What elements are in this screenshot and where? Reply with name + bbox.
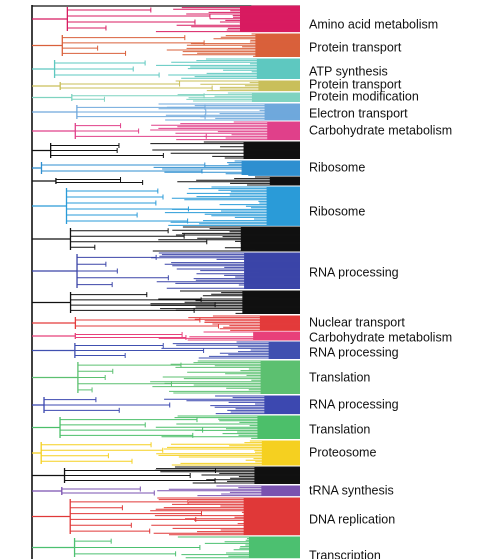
cluster-label: Transcription: [309, 548, 381, 559]
cluster-label: DNA replication: [309, 512, 395, 526]
cluster-label: Electron transport: [309, 106, 408, 120]
leaf-block: [261, 441, 300, 465]
cluster-label: Ribosome: [309, 204, 365, 218]
cluster: [32, 186, 300, 226]
cluster: [32, 360, 300, 394]
cluster-label: ATP synthesis: [309, 64, 388, 78]
cluster: [32, 331, 300, 341]
cluster: [32, 415, 300, 439]
cluster: [32, 485, 300, 497]
cluster: [32, 341, 300, 359]
cluster: [32, 103, 300, 121]
cluster-label: Translation: [309, 370, 370, 384]
cluster-label: RNA processing: [309, 345, 399, 359]
leaf-block: [240, 227, 300, 251]
cluster: [32, 315, 300, 331]
tree: [31, 5, 300, 559]
cluster: [32, 395, 300, 415]
cluster: [32, 226, 300, 252]
cluster-label: Protein transport: [309, 40, 402, 54]
cluster: [32, 5, 300, 33]
cluster: [32, 141, 300, 159]
cluster: [32, 58, 300, 79]
cluster: [32, 466, 300, 484]
cluster: [32, 290, 300, 314]
cluster: [32, 33, 300, 57]
cluster: [32, 176, 300, 186]
cluster-label: Ribosome: [309, 160, 365, 174]
leaf-block: [243, 498, 300, 535]
cluster-label: Protein transport: [309, 77, 402, 91]
cluster: [32, 80, 300, 92]
cluster: [32, 536, 300, 559]
cluster-label: Translation: [309, 422, 370, 436]
leaf-block: [253, 332, 300, 340]
cluster: [32, 92, 300, 102]
cluster-label: tRNA synthesis: [309, 483, 394, 497]
cluster: [32, 440, 300, 466]
cluster-label: Nuclear transport: [309, 315, 405, 329]
cluster: [32, 252, 300, 289]
cluster-label: Proteosome: [309, 445, 376, 459]
cluster: [32, 160, 300, 176]
cluster: [32, 497, 300, 536]
cluster-label: Carbohydrate metabolism: [309, 330, 452, 344]
cluster-label: Carbohydrate metabolism: [309, 123, 452, 137]
cluster: [32, 121, 300, 141]
cluster-label: Amino acid metabolism: [309, 17, 438, 31]
leaf-block: [269, 177, 300, 185]
cluster-label: Protein modification: [309, 89, 419, 103]
cluster-label: RNA processing: [309, 397, 399, 411]
cluster-label: RNA processing: [309, 265, 399, 279]
